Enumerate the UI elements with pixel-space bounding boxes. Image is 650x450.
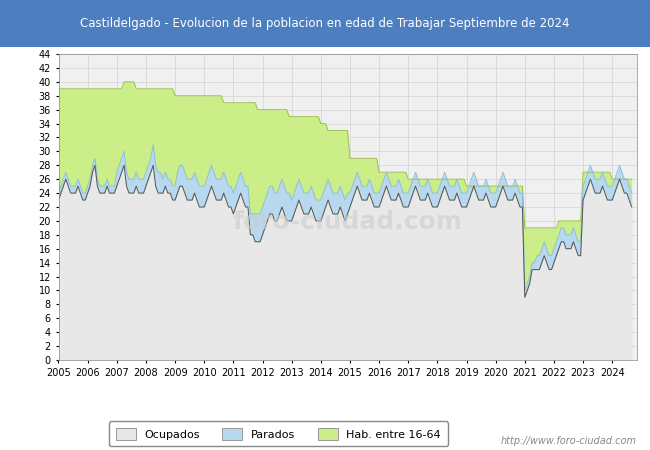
- Text: foro-ciudad.com: foro-ciudad.com: [233, 210, 463, 234]
- Text: Castildelgado - Evolucion de la poblacion en edad de Trabajar Septiembre de 2024: Castildelgado - Evolucion de la poblacio…: [80, 17, 570, 30]
- Legend: Ocupados, Parados, Hab. entre 16-64: Ocupados, Parados, Hab. entre 16-64: [109, 422, 448, 446]
- Text: http://www.foro-ciudad.com: http://www.foro-ciudad.com: [501, 436, 637, 446]
